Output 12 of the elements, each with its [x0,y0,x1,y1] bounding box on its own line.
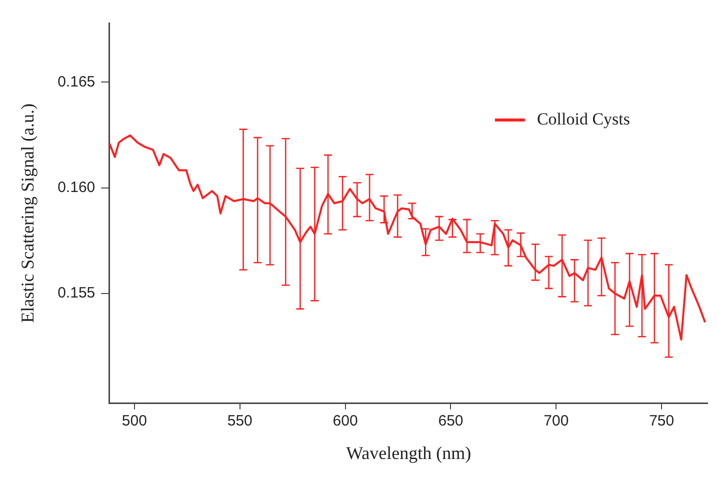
x-axis-title: Wavelength (nm) [346,442,472,463]
x-tick-label: 650 [438,412,464,430]
x-tick-label: 550 [227,412,252,430]
legend-label: Colloid Cysts [536,109,630,128]
y-axis-title: Elastic Scattering Signal (a.u.) [18,103,38,323]
x-tick-label: 700 [544,412,569,430]
x-tick-label: 600 [332,412,358,430]
x-tick-label: 500 [122,412,147,430]
x-tick-label: 750 [649,412,674,430]
y-tick-label: 0.155 [58,284,96,302]
y-tick-label: 0.160 [58,178,96,196]
y-tick-label: 0.165 [58,73,96,90]
